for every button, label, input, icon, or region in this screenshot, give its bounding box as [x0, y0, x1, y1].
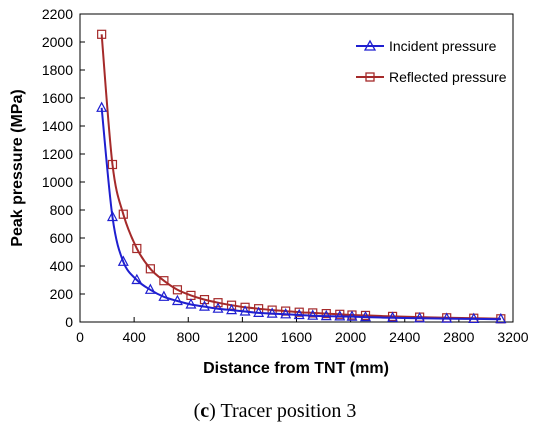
incident-pressure-point: [144, 283, 156, 294]
incident-pressure-point: [334, 310, 346, 321]
x-axis-ticks: 0 400 800 1200 1600 2000 2400 2800 3200: [76, 317, 529, 345]
y-tick-label: 1800: [42, 62, 73, 78]
reflected-pressure-point: [172, 285, 183, 295]
incident-pressure-point: [468, 312, 480, 324]
y-tick-label: 400: [50, 258, 74, 274]
x-tick-label: 2400: [389, 329, 420, 345]
caption-text: Tracer position 3: [215, 400, 357, 422]
incident-pressure-point: [280, 308, 292, 319]
incident-pressure-point: [387, 311, 399, 322]
x-tick-label: 2000: [335, 329, 366, 345]
reflected-pressure-line: [100, 34, 501, 320]
x-tick-label: 1200: [227, 329, 258, 345]
caption-letter: c: [200, 400, 210, 422]
incident-pressure-point: [293, 308, 305, 320]
plot-frame: [79, 13, 514, 323]
y-tick-label: 1400: [42, 118, 73, 134]
reflected-pressure-point: [118, 209, 128, 219]
figure-caption: (c) Tracer position 3: [193, 400, 357, 422]
reflected-pressure-point: [199, 295, 210, 305]
y-tick-label: 800: [50, 202, 74, 218]
x-tick-label: 400: [122, 329, 146, 345]
incident-pressure-point: [253, 306, 265, 317]
incident-pressure-point: [495, 312, 507, 324]
reflected-pressure-point: [294, 307, 304, 317]
incident-pressure-point: [117, 255, 129, 266]
incident-pressure-point: [307, 309, 319, 320]
x-axis-title: Distance from TNT (mm): [203, 360, 389, 377]
reflected-pressure-point: [97, 29, 107, 39]
incident-pressure-point: [212, 302, 224, 313]
x-tick-label: 3200: [497, 329, 528, 345]
series-layer: [96, 29, 507, 324]
reflected-pressure-point: [107, 159, 118, 170]
incident-pressure-line: [100, 107, 501, 321]
incident-pressure-point: [320, 309, 332, 321]
x-tick-label: 1600: [281, 329, 312, 345]
incident-pressure-point: [106, 210, 118, 222]
legend: Incident pressure Reflected pressure: [356, 38, 507, 85]
reflected-pressure-point: [213, 298, 223, 308]
incident-pressure-point: [171, 294, 183, 306]
incident-pressure-point: [158, 290, 170, 301]
x-tick-label: 0: [76, 329, 84, 345]
legend-label-incident: Incident pressure: [389, 38, 497, 54]
legend-marker-incident: [363, 39, 377, 51]
incident-pressure-point: [239, 305, 251, 316]
y-tick-label: 2200: [42, 6, 73, 22]
y-tick-label: 600: [50, 230, 74, 246]
y-axis-title: Peak pressure (MPa): [9, 89, 26, 246]
reflected-pressure-point: [159, 276, 169, 286]
incident-pressure-point: [185, 298, 197, 309]
reflected-pressure-point: [308, 308, 318, 318]
incident-pressure-point: [266, 307, 278, 318]
legend-label-reflected: Reflected pressure: [389, 69, 507, 85]
x-tick-label: 2800: [443, 329, 474, 345]
reflected-pressure-point: [145, 264, 155, 274]
y-tick-label: 200: [50, 286, 74, 302]
incident-pressure-point: [198, 300, 210, 311]
incident-pressure-point: [131, 273, 143, 285]
y-tick-label: 1200: [42, 146, 73, 162]
legend-marker-reflected: [365, 72, 375, 82]
y-tick-label: 1000: [42, 174, 73, 190]
y-tick-label: 0: [65, 314, 73, 330]
reflected-pressure-point: [132, 243, 142, 254]
y-tick-label: 1600: [42, 90, 73, 106]
y-tick-label: 2000: [42, 34, 73, 50]
pressure-chart: 0 200 400 600 800 1000 1200 1400 1600 1800 2000 220…: [9, 6, 529, 377]
incident-pressure-point: [96, 101, 108, 112]
incident-pressure-point: [226, 303, 238, 315]
y-axis-ticks: 0 200 400 600 800 1000 1200 1400 1600 1800 2000 220…: [42, 6, 85, 330]
incident-pressure-point: [414, 311, 426, 323]
x-tick-label: 800: [177, 329, 201, 345]
incident-pressure-point: [346, 310, 358, 321]
incident-pressure-point: [441, 312, 453, 323]
reflected-pressure-point: [321, 309, 331, 319]
incident-pressure-point: [360, 310, 372, 322]
